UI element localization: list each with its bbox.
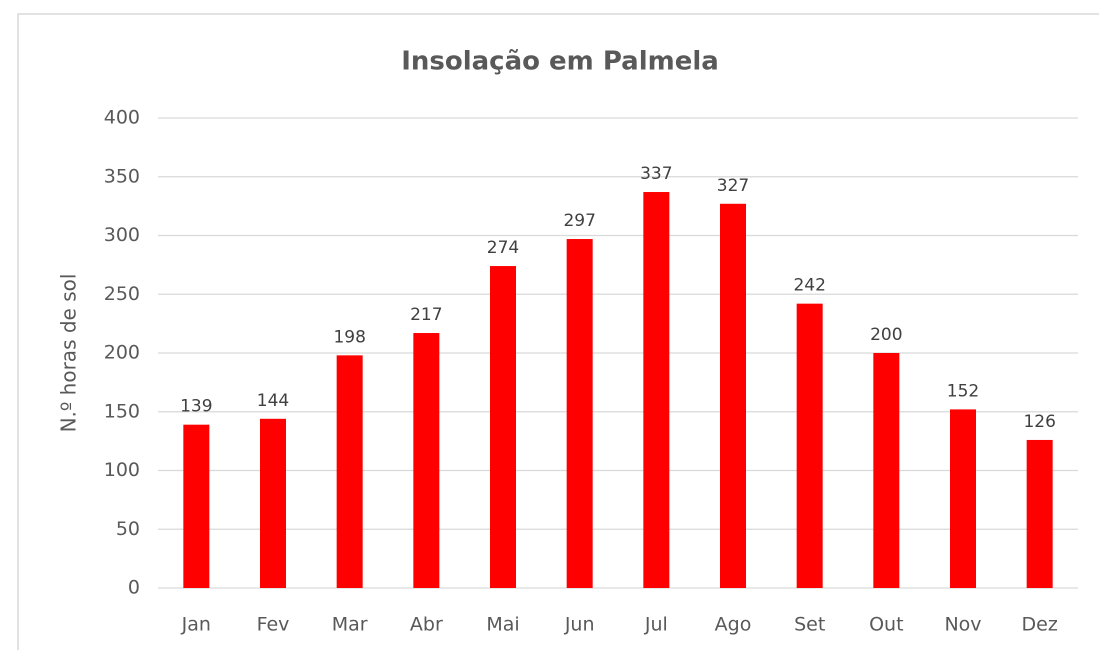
data-label: 200	[870, 325, 902, 345]
bar	[873, 353, 900, 588]
bar	[796, 303, 823, 588]
data-label: 327	[717, 176, 749, 196]
bar	[643, 192, 670, 588]
x-tick-label: Mar	[332, 614, 368, 636]
x-tick-label: Nov	[944, 614, 981, 636]
data-label: 242	[793, 276, 825, 296]
y-tick-label: 200	[104, 342, 140, 364]
x-tick-label: Out	[869, 614, 903, 636]
y-axis-label: N.º horas de sol	[57, 274, 81, 433]
data-label: 217	[410, 305, 442, 325]
x-tick-label: Ago	[715, 614, 752, 636]
bar	[260, 418, 286, 588]
x-tick-label: Set	[794, 614, 825, 636]
x-tick-label: Abr	[410, 614, 443, 636]
data-label: 337	[640, 164, 672, 184]
data-label: 126	[1023, 412, 1055, 432]
x-tick-label: Jan	[181, 614, 211, 636]
data-label: 139	[180, 397, 212, 417]
y-tick-label: 350	[104, 165, 140, 187]
data-label: 152	[947, 381, 979, 401]
bar	[950, 409, 976, 588]
bar	[566, 239, 593, 588]
y-tick-label: 150	[104, 400, 140, 422]
data-label: 274	[487, 238, 519, 258]
y-tick-label: 250	[104, 283, 140, 305]
y-tick-label: 400	[104, 107, 140, 129]
y-tick-label: 100	[104, 459, 140, 481]
bar	[720, 203, 746, 588]
y-tick-label: 50	[116, 518, 140, 540]
x-tick-label: Jul	[644, 614, 668, 636]
bar	[490, 266, 516, 588]
chart-frame	[17, 13, 1099, 650]
bar	[413, 333, 440, 588]
data-label: 297	[563, 211, 595, 231]
y-tick-label: 0	[128, 577, 140, 599]
chart-title: Insolação em Palmela	[401, 47, 719, 77]
y-tick-label: 300	[104, 224, 140, 246]
data-label: 198	[333, 327, 365, 347]
x-tick-label: Jun	[564, 614, 595, 636]
data-label: 144	[257, 391, 289, 411]
bar	[183, 424, 210, 588]
bar	[336, 355, 363, 588]
x-tick-label: Dez	[1022, 614, 1058, 636]
bar	[1026, 439, 1053, 588]
x-tick-label: Fev	[257, 614, 290, 636]
x-tick-label: Mai	[486, 614, 519, 636]
